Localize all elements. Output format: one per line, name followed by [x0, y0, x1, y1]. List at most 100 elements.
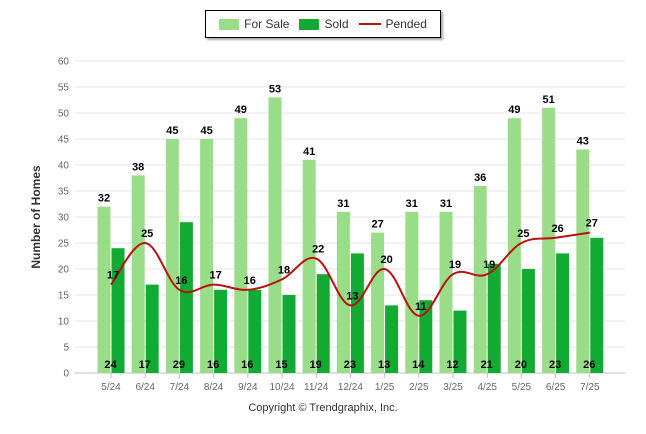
data-label-pended: 13: [346, 290, 358, 302]
data-label-pended: 17: [107, 270, 119, 282]
y-tick-label: 35: [58, 187, 70, 198]
x-tick-label: 8/24: [204, 382, 224, 393]
data-label-for-sale: 49: [235, 104, 247, 116]
data-label-sold: 24: [104, 359, 117, 371]
data-label-pended: 16: [244, 275, 256, 287]
y-tick-label: 25: [58, 239, 70, 250]
y-tick-label: 5: [63, 343, 69, 354]
data-label-pended: 17: [209, 270, 221, 282]
bar-for-sale: [371, 232, 385, 373]
x-tick-label: 6/24: [135, 382, 155, 393]
legend-item-for-sale[interactable]: For Sale: [219, 17, 289, 31]
bar-sold: [453, 310, 467, 373]
y-tick-label: 10: [58, 317, 70, 328]
copyright-text: Copyright © Trendgraphix, Inc.: [248, 402, 398, 414]
data-label-pended: 19: [483, 259, 495, 271]
data-label-for-sale: 51: [542, 94, 554, 106]
bar-sold: [248, 289, 262, 373]
data-label-sold: 12: [446, 359, 458, 371]
legend-label-for-sale: For Sale: [244, 17, 290, 31]
bar-sold: [590, 237, 604, 373]
legend-item-pended[interactable]: Pended: [358, 17, 427, 31]
data-label-sold: 16: [207, 359, 219, 371]
data-label-pended: 18: [278, 264, 290, 276]
data-label-pended: 11: [415, 301, 427, 313]
bar-sold: [179, 222, 193, 373]
data-label-for-sale: 43: [577, 135, 589, 147]
data-label-sold: 26: [583, 359, 595, 371]
data-label-sold: 23: [549, 359, 561, 371]
bar-sold: [214, 289, 228, 373]
x-tick-label: 11/24: [304, 382, 329, 393]
x-tick-label: 5/24: [101, 382, 121, 393]
data-label-pended: 27: [586, 218, 598, 230]
bar-sold: [521, 269, 535, 373]
bar-for-sale: [439, 211, 453, 373]
data-label-for-sale: 45: [166, 125, 178, 137]
bar-sold: [487, 263, 501, 373]
y-tick-label: 55: [58, 83, 70, 94]
bar-for-sale: [473, 185, 487, 373]
data-label-sold: 14: [412, 359, 425, 371]
data-label-pended: 26: [551, 223, 563, 235]
bar-for-sale: [507, 118, 521, 373]
data-label-for-sale: 31: [337, 198, 349, 210]
bar-sold: [385, 305, 399, 373]
bar-for-sale: [97, 206, 111, 373]
x-tick-label: 9/24: [238, 382, 258, 393]
bar-for-sale: [576, 149, 590, 373]
x-tick-label: 10/24: [269, 382, 294, 393]
bar-for-sale: [405, 211, 419, 373]
y-tick-label: 45: [58, 135, 70, 146]
bar-sold: [282, 295, 296, 373]
y-tick-label: 20: [58, 265, 70, 276]
x-tick-label: 5/25: [512, 382, 532, 393]
bar-sold: [145, 284, 159, 373]
data-label-for-sale: 31: [406, 198, 418, 210]
y-axis-label: Number of Homes: [29, 165, 43, 269]
data-label-sold: 17: [139, 359, 151, 371]
sold-swatch-icon: [299, 18, 320, 30]
for-sale-swatch-icon: [219, 18, 240, 30]
bar-for-sale: [268, 97, 282, 374]
x-tick-label: 1/25: [375, 382, 395, 393]
data-label-sold: 20: [515, 359, 527, 371]
legend: For Sale Sold Pended: [205, 10, 441, 38]
data-label-sold: 29: [173, 359, 185, 371]
data-label-sold: 21: [481, 359, 493, 371]
bar-for-sale: [200, 139, 214, 373]
data-label-sold: 15: [275, 359, 287, 371]
x-tick-label: 12/24: [338, 382, 363, 393]
data-label-for-sale: 45: [200, 125, 212, 137]
data-label-for-sale: 27: [371, 219, 383, 231]
bar-for-sale: [234, 118, 248, 373]
data-label-pended: 22: [312, 244, 324, 256]
y-tick-label: 30: [58, 213, 70, 224]
bar-for-sale: [165, 139, 179, 373]
y-tick-label: 15: [58, 291, 70, 302]
x-tick-label: 3/25: [443, 382, 463, 393]
x-tick-label: 4/25: [477, 382, 497, 393]
data-label-pended: 20: [380, 254, 392, 266]
legend-label-pended: Pended: [385, 17, 427, 31]
pended-line-icon: [358, 23, 381, 25]
bar-for-sale: [302, 159, 316, 373]
y-tick-label: 50: [58, 109, 70, 120]
data-label-for-sale: 36: [474, 172, 486, 184]
bar-sold: [350, 253, 364, 373]
data-label-for-sale: 53: [269, 83, 281, 95]
legend-item-sold[interactable]: Sold: [299, 17, 349, 31]
bar-sold: [419, 300, 433, 373]
data-label-sold: 23: [344, 359, 356, 371]
data-label-pended: 16: [175, 275, 187, 287]
y-tick-label: 60: [58, 57, 70, 68]
data-label-for-sale: 49: [508, 104, 520, 116]
data-label-for-sale: 31: [440, 198, 452, 210]
data-label-pended: 25: [517, 228, 529, 240]
x-tick-label: 2/25: [409, 382, 429, 393]
data-label-sold: 13: [378, 359, 390, 371]
data-label-pended: 19: [449, 259, 461, 271]
pended-series-line: [110, 231, 590, 317]
data-label-sold: 19: [310, 359, 322, 371]
